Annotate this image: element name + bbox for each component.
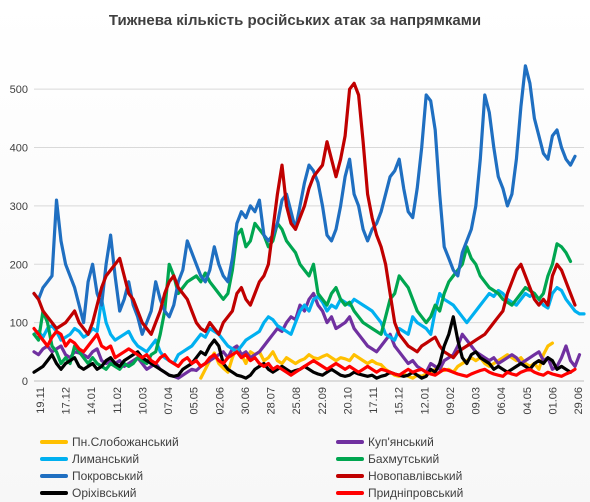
x-tick-label: 12.01	[419, 387, 431, 415]
x-tick-label: 11.02	[112, 387, 124, 414]
series-line	[32, 221, 573, 371]
x-tick-label: 20.10	[342, 387, 354, 415]
x-tick-label: 01.06	[547, 387, 559, 415]
legend-label: Придніпровський	[368, 486, 463, 500]
x-tick-label: 09.03	[471, 387, 483, 415]
x-tick-label: 14.01	[86, 387, 98, 415]
series-line	[32, 81, 577, 360]
y-tick-label: 300	[10, 201, 28, 213]
y-tick-label: 500	[10, 84, 28, 96]
x-tick-label: 25.08	[291, 387, 303, 415]
series-line	[32, 64, 577, 336]
x-tick-label: 06.04	[496, 387, 508, 415]
series-line	[32, 291, 582, 380]
x-tick-label: 10.03	[137, 387, 149, 415]
legend-label: Куп'янський	[368, 435, 434, 449]
series-line	[32, 286, 586, 366]
x-tick-label: 09.02	[445, 387, 457, 415]
legend: Пн.Слобожанський Куп'янський Лиманський Бах…	[40, 435, 463, 500]
x-tick-label: 05.05	[189, 387, 201, 415]
x-tick-label: 22.09	[317, 387, 329, 415]
y-tick-label: 100	[10, 318, 28, 330]
legend-label: Лиманський	[72, 452, 139, 466]
legend-label: Новопавлівський	[368, 469, 462, 483]
legend-label: Покровський	[72, 469, 143, 483]
x-tick-label: 04.05	[522, 387, 534, 415]
x-tick-label: 30.06	[240, 387, 252, 415]
legend-label: Бахмутський	[368, 452, 439, 466]
x-tick-label: 28.07	[266, 387, 278, 415]
x-tick-label: 29.06	[573, 387, 585, 415]
y-tick-label: 200	[10, 259, 28, 271]
series-lines	[32, 64, 586, 380]
x-tick-label: 02.06	[214, 387, 226, 415]
legend-label: Оріхівський	[72, 486, 137, 500]
x-tick-label: 15.12	[394, 387, 406, 415]
y-tick-label: 0	[22, 376, 28, 388]
gridlines	[34, 88, 584, 382]
x-tick-label: 19.11	[35, 387, 47, 414]
x-tick-label: 17.12	[61, 387, 73, 415]
x-tick-label: 17.11	[368, 387, 380, 414]
x-tick-label: 07.04	[163, 387, 175, 415]
y-tick-label: 400	[10, 143, 28, 155]
chart-title: Тижнева кількість російських атак за нап…	[108, 12, 482, 29]
axes: 0 100 200 300 400 500 19.11 17.12 14.01 11.02 10.0…	[10, 84, 585, 414]
legend-label: Пн.Слобожанський	[72, 435, 179, 449]
series-line	[32, 326, 577, 378]
